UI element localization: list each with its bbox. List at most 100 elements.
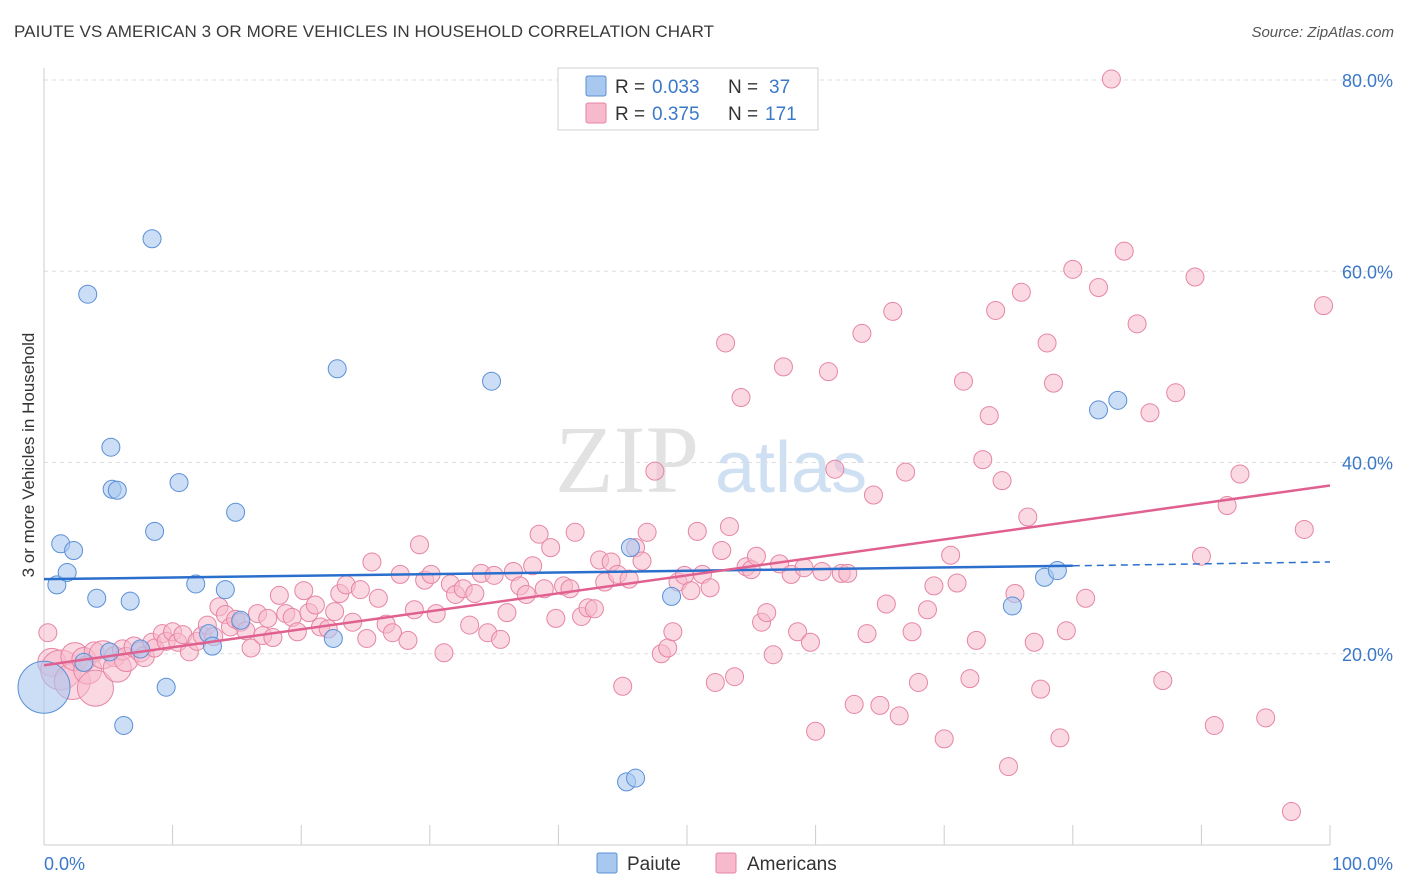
point-americans-87 xyxy=(565,522,585,542)
point-americans-161 xyxy=(1024,632,1044,652)
point-paiute-4 xyxy=(64,540,84,560)
point-americans-54 xyxy=(357,628,377,648)
trend-lines xyxy=(43,484,1331,667)
point-americans-133 xyxy=(838,563,858,583)
trend-line-paiute-extension xyxy=(1072,561,1331,567)
point-paiute-23 xyxy=(226,502,246,522)
point-americans-141 xyxy=(889,706,909,726)
point-paiute-17 xyxy=(156,677,176,697)
point-americans-153 xyxy=(973,450,993,470)
point-americans-134 xyxy=(844,694,864,714)
point-paiute-31 xyxy=(662,586,682,606)
point-americans-145 xyxy=(917,600,937,620)
legend-bottom-swatch-paiute xyxy=(596,852,618,874)
y-tick-label-20: 20.0% xyxy=(1342,645,1393,665)
point-americans-138 xyxy=(870,695,890,715)
point-americans-171 xyxy=(1114,241,1134,261)
point-americans-165 xyxy=(1050,728,1070,748)
point-americans-168 xyxy=(1076,588,1096,608)
legend-bottom-swatch-americans xyxy=(715,852,737,874)
point-americans-102 xyxy=(658,638,678,658)
point-americans-178 xyxy=(1230,464,1250,484)
point-paiute-19 xyxy=(186,574,206,594)
point-americans-152 xyxy=(966,630,986,650)
y-tick-label-60: 60.0% xyxy=(1342,262,1393,282)
point-americans-56 xyxy=(368,588,388,608)
point-americans-143 xyxy=(902,622,922,642)
legend-top-swatch-americans xyxy=(585,102,607,124)
point-americans-183 xyxy=(1191,546,1211,566)
legend-top: R = 0.033 N = 37 R = 0.375 N = 171 xyxy=(557,67,819,131)
point-americans-127 xyxy=(800,632,820,652)
point-paiute-30 xyxy=(626,768,646,788)
point-americans-125 xyxy=(788,622,808,642)
point-americans-35 xyxy=(241,638,261,658)
point-americans-176 xyxy=(1185,267,1205,287)
point-americans-66 xyxy=(434,643,454,663)
point-americans-58 xyxy=(383,623,403,643)
point-americans-131 xyxy=(825,459,845,479)
watermark-zip: ZIP xyxy=(555,406,699,513)
point-americans-99 xyxy=(637,522,657,542)
legend-top-n-label-paiute: N = xyxy=(728,77,758,98)
point-americans-61 xyxy=(404,600,424,620)
point-americans-155 xyxy=(986,300,1006,320)
point-americans-114 xyxy=(725,667,745,687)
point-americans-120 xyxy=(757,603,777,623)
legend-top-n-value-paiute: 37 xyxy=(769,77,790,98)
point-americans-75 xyxy=(491,629,511,649)
point-paiute-32 xyxy=(1002,596,1022,616)
point-paiute-12 xyxy=(114,715,134,735)
chart-title: PAIUTE VS AMERICAN 3 OR MORE VEHICLES IN… xyxy=(14,22,715,41)
point-americans-150 xyxy=(953,371,973,391)
point-paiute-25 xyxy=(323,628,343,648)
point-americans-180 xyxy=(1281,802,1301,822)
point-americans-83 xyxy=(541,538,561,558)
point-paiute-11 xyxy=(107,480,127,500)
point-paiute-1 xyxy=(47,575,67,595)
point-americans-76 xyxy=(497,603,517,623)
legend-top-n-value-americans: 171 xyxy=(765,104,797,125)
point-americans-179 xyxy=(1256,708,1276,728)
point-paiute-18 xyxy=(169,473,189,493)
point-americans-82 xyxy=(534,579,554,599)
point-americans-162 xyxy=(1031,679,1051,699)
point-americans-128 xyxy=(806,721,826,741)
point-paiute-13 xyxy=(120,591,140,611)
legend-bottom-label-americans: Americans xyxy=(747,854,837,875)
point-americans-118 xyxy=(746,546,766,566)
point-paiute-22 xyxy=(215,580,235,600)
point-americans-177 xyxy=(1204,715,1224,735)
legend-top-r-label-americans: R = xyxy=(615,104,645,125)
trend-line-paiute xyxy=(43,564,1073,581)
point-americans-44 xyxy=(294,581,314,601)
point-paiute-36 xyxy=(1108,390,1128,410)
point-americans-79 xyxy=(516,584,536,604)
point-americans-103 xyxy=(663,622,683,642)
point-paiute-9 xyxy=(101,437,121,457)
point-americans-174 xyxy=(1153,671,1173,691)
point-paiute-14 xyxy=(130,639,150,659)
point-americans-164 xyxy=(1044,373,1064,393)
point-americans-70 xyxy=(460,615,480,635)
point-americans-98 xyxy=(632,551,652,571)
point-americans-49 xyxy=(325,602,345,622)
point-americans-113 xyxy=(719,517,739,537)
point-paiute-3 xyxy=(57,562,77,582)
y-tick-label-40: 40.0% xyxy=(1342,454,1393,474)
point-americans-163 xyxy=(1037,333,1057,353)
point-americans-135 xyxy=(852,323,872,343)
point-americans-111 xyxy=(712,540,732,560)
point-paiute-5 xyxy=(74,652,94,672)
point-paiute-15 xyxy=(142,229,162,249)
point-paiute-34 xyxy=(1047,561,1067,581)
point-paiute-6 xyxy=(78,284,98,304)
point-americans-8 xyxy=(76,669,114,707)
y-axis-label: 3 or more Vehicles in Household xyxy=(19,333,38,578)
point-americans-156 xyxy=(992,471,1012,491)
point-americans-136 xyxy=(857,624,877,644)
point-americans-126 xyxy=(794,558,814,578)
point-americans-100 xyxy=(645,461,665,481)
point-americans-159 xyxy=(1011,282,1031,302)
